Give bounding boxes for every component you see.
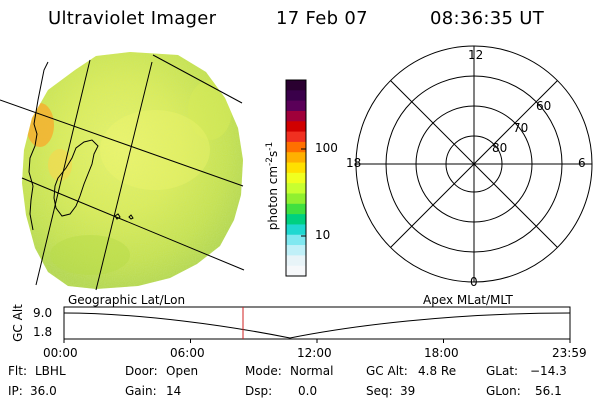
colorbar-segment	[286, 265, 306, 277]
time-tick-2359: 23:59	[552, 346, 587, 360]
flt-label: Flt:	[8, 364, 27, 378]
colorbar-segment	[286, 214, 306, 226]
mlt-label-left: 18	[346, 156, 362, 170]
colorbar-segment	[286, 172, 306, 184]
alt-y-top: 9.0	[33, 306, 53, 320]
colorbar-segment	[286, 193, 306, 205]
time-tick-0000: 00:00	[43, 346, 78, 360]
colorbar-segment	[286, 255, 306, 267]
mode-label: Mode:	[245, 364, 282, 378]
gain-label: Gain:	[125, 384, 157, 398]
coastline-overlay	[28, 61, 134, 231]
door-value: Open	[166, 364, 199, 378]
colorbar-segment	[286, 234, 306, 246]
time-tick-0600: 06:00	[170, 346, 205, 360]
timeline-axis-label: GC Alt	[11, 304, 25, 342]
dsp-value: 0.0	[298, 384, 318, 398]
colorbar-segment	[286, 162, 306, 174]
geo-coord-label: Geographic Lat/Lon	[68, 293, 186, 307]
colorbar-segment	[286, 183, 306, 195]
apex-coord-label: Apex MLat/MLT	[423, 293, 513, 307]
colorbar-segment	[286, 80, 306, 91]
lat-label-60: 60	[536, 99, 552, 113]
glat-label: GLat:	[486, 364, 519, 378]
gcalt-label: GC Alt:	[366, 364, 408, 378]
colorbar-segment	[286, 90, 306, 102]
time-label: 08:36:35 UT	[430, 8, 545, 29]
lat-label-80: 80	[492, 141, 508, 155]
colorbar-segment	[286, 203, 306, 215]
colorbar-segment	[286, 245, 306, 256]
dsp-label: Dsp:	[245, 384, 273, 398]
color-scale-bar	[285, 79, 307, 277]
instrument-title: Ultraviolet Imager	[48, 8, 217, 29]
seq-label: Seq:	[366, 384, 393, 398]
colorbar-segment	[286, 121, 306, 133]
time-tick-1800: 18:00	[424, 346, 459, 360]
lat-label-70: 70	[513, 121, 529, 135]
colorbar-segment	[286, 131, 306, 143]
altitude-timeline	[63, 306, 571, 343]
mlt-label-top: 12	[468, 48, 484, 62]
glon-label: GLon:	[486, 384, 521, 398]
colorbar-tick-10: 10	[315, 228, 331, 242]
time-tick-1200: 12:00	[297, 346, 332, 360]
colorbar-unit-label: photon cm-2s-1	[265, 142, 280, 231]
mlt-label-right: 6	[578, 156, 586, 170]
mlt-label-bottom: 0	[470, 275, 478, 289]
colorbar-segment	[286, 152, 306, 164]
date-label: 17 Feb 07	[276, 8, 368, 29]
colorbar-segment	[286, 224, 306, 236]
colorbar-tick-100: 100	[315, 141, 338, 155]
ip-value: 36.0	[30, 384, 57, 398]
seq-value: 39	[400, 384, 416, 398]
gain-value: 14	[166, 384, 182, 398]
glat-value: −14.3	[530, 364, 567, 378]
door-label: Door:	[125, 364, 158, 378]
gcalt-value: 4.8 Re	[418, 364, 457, 378]
polar-mlt-plot	[355, 45, 593, 283]
alt-y-bottom: 1.8	[33, 325, 53, 339]
colorbar-segment	[286, 110, 306, 122]
geographic-grid	[0, 54, 245, 291]
colorbar-segment	[286, 141, 306, 153]
colorbar-frame	[285, 79, 307, 277]
glon-value: 56.1	[535, 384, 562, 398]
colorbar-segment	[286, 100, 306, 112]
flt-value: LBHL	[35, 364, 66, 378]
ip-label: IP:	[8, 384, 23, 398]
mode-value: Normal	[290, 364, 334, 378]
